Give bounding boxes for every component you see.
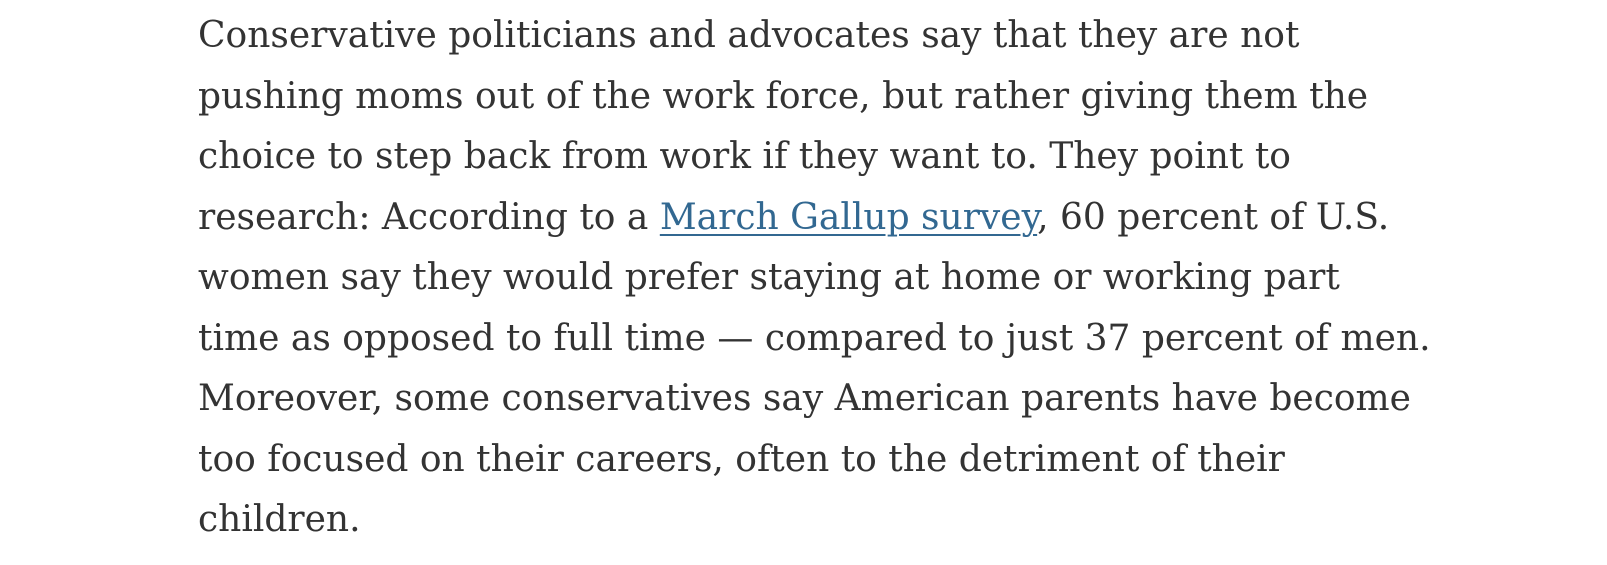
paragraph-line: children. (198, 499, 361, 540)
article-paragraph: Conservative politicians and advocates s… (198, 6, 1438, 551)
paragraph-line: women say they would prefer staying at h… (198, 257, 1340, 298)
paragraph-line-with-link: research: According to a March Gallup su… (198, 188, 1438, 249)
article-body: Conservative politicians and advocates s… (198, 6, 1438, 551)
paragraph-line: too focused on their careers, often to t… (198, 438, 1285, 480)
paragraph-line: choice to step back from work if they wa… (198, 136, 1291, 177)
gallup-survey-link[interactable]: March Gallup survey (659, 196, 1038, 238)
paragraph-text: , 60 percent of U.S. (1037, 196, 1390, 238)
paragraph-line: time as opposed to full time — compared … (198, 317, 1431, 359)
paragraph-line: pushing moms out of the work force, but … (198, 75, 1369, 117)
paragraph-line: Moreover, some conservatives say America… (198, 378, 1411, 419)
paragraph-text: research: According to a (198, 196, 660, 238)
paragraph-line: Conservative politicians and advocates s… (198, 15, 1300, 56)
